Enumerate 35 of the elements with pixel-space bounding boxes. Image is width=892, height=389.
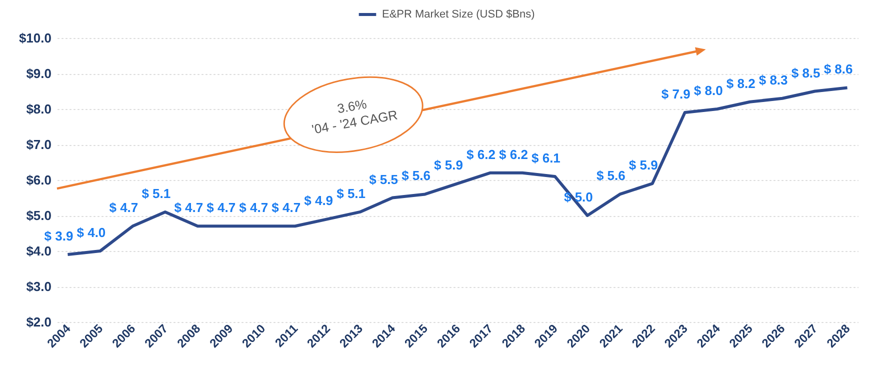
y-tick-label: $10.0	[18, 30, 52, 46]
y-tick-label: $7.0	[26, 137, 52, 152]
data-label: $ 5.6	[596, 168, 626, 184]
data-label: $ 6.1	[531, 150, 560, 166]
data-label: $ 8.2	[726, 76, 756, 91]
data-label: $ 5.9	[434, 158, 463, 173]
data-label: $ 8.5	[791, 65, 820, 80]
data-label: $ 4.9	[304, 193, 334, 208]
y-tick-label: $8.0	[26, 102, 52, 116]
data-label: $ 8.0	[694, 83, 723, 98]
data-label: $ 4.0	[76, 225, 106, 240]
y-tick-label: $3.0	[26, 279, 52, 294]
y-tick-label: $4.0	[26, 244, 52, 258]
data-label: $ 4.7	[206, 200, 236, 216]
legend-label: E&PR Market Size (USD $Bns)	[382, 8, 535, 20]
data-label: $ 4.7	[174, 200, 204, 216]
data-label: $ 5.5	[369, 172, 398, 187]
data-label: $ 5.9	[628, 158, 658, 173]
y-tick-label: $6.0	[26, 172, 52, 188]
data-label: $ 6.2	[466, 146, 496, 162]
data-label: $ 4.7	[272, 200, 301, 216]
data-label: $ 5.6	[402, 168, 430, 184]
data-label: $ 5.0	[564, 190, 593, 204]
data-label: $ 7.9	[661, 86, 690, 102]
data-label: $ 4.7	[109, 200, 138, 216]
data-label: $ 8.6	[824, 62, 853, 77]
y-tick-label: $5.0	[26, 208, 52, 223]
y-tick-label: $9.0	[26, 66, 52, 81]
data-label: $ 4.7	[239, 200, 268, 216]
data-label: $ 3.9	[44, 228, 74, 244]
annotation: 3.6% '04 - '24 CAGR	[310, 96, 399, 137]
data-label: $ 5.1	[336, 186, 366, 201]
data-label: $ 6.2	[499, 146, 528, 162]
data-label: $ 5.1	[142, 186, 171, 201]
data-label: $ 8.3	[758, 72, 788, 88]
